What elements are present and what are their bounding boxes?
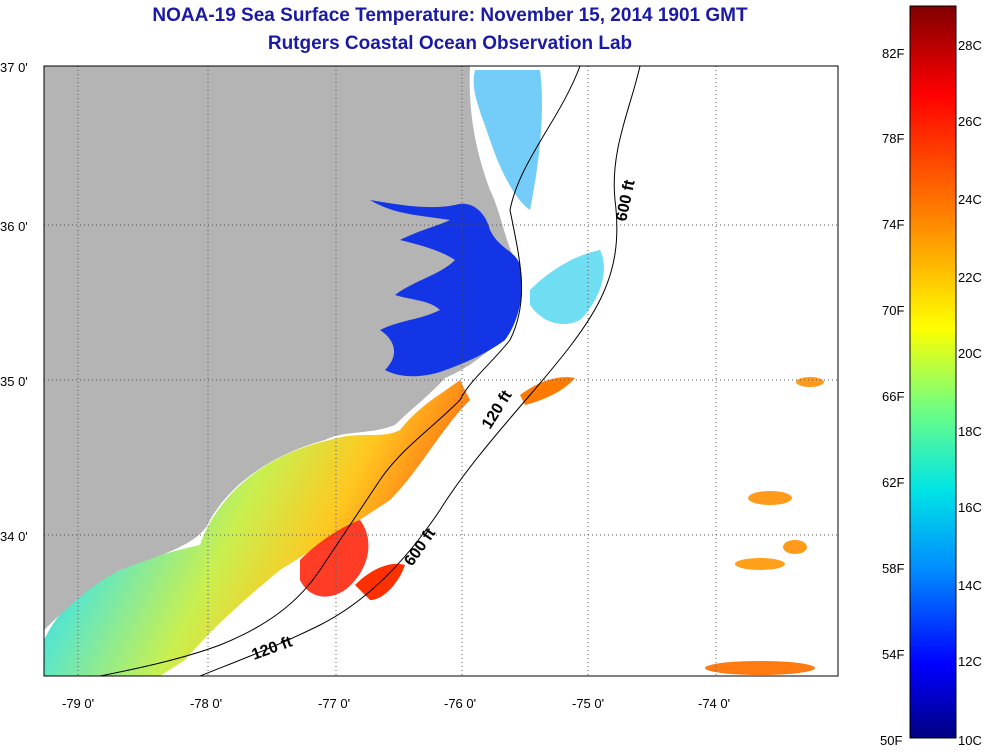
offshore-patch — [783, 540, 807, 554]
lon-tick-label: -78 0' — [190, 696, 222, 711]
lon-tick-label: -77 0' — [318, 696, 350, 711]
colorbar-f-label: 50F — [880, 733, 902, 748]
lat-tick-label: 34 0' — [0, 529, 28, 544]
lon-ticks: -79 0' -78 0' -77 0' -76 0' -75 0' -74 0… — [62, 696, 730, 711]
colorbar-celsius: 28C 26C 24C 22C 20C 18C 16C 14C 12C 10C — [958, 38, 982, 748]
lat-tick-label: 37 0' — [0, 60, 28, 75]
colorbar-f-label: 74F — [882, 217, 904, 232]
outer-banks-cool-water — [530, 250, 604, 325]
warm-patch-hatteras — [520, 377, 575, 405]
colorbar-f-label: 54F — [882, 647, 904, 662]
lat-ticks: 37 0' 36 0' 35 0' 34 0' — [0, 60, 28, 544]
lon-tick-label: -75 0' — [572, 696, 604, 711]
colorbar-c-label: 10C — [958, 733, 982, 748]
map-title: NOAA-19 Sea Surface Temperature: Novembe… — [152, 5, 748, 26]
contour-120ft-line — [99, 66, 581, 676]
coastal-sst-band — [44, 380, 470, 676]
colorbar-c-label: 18C — [958, 424, 982, 439]
colorbar-f-label: 66F — [882, 389, 904, 404]
offshore-patch — [796, 377, 824, 387]
lon-tick-label: -79 0' — [62, 696, 94, 711]
colorbar-f-label: 70F — [882, 303, 904, 318]
offshore-patch — [705, 661, 815, 675]
colorbar-f-label: 82F — [882, 46, 904, 61]
lat-tick-label: 36 0' — [0, 219, 28, 234]
colorbar-c-label: 24C — [958, 192, 982, 207]
northern-cool-water — [473, 70, 542, 210]
lon-tick-label: -74 0' — [698, 696, 730, 711]
graticule — [44, 66, 838, 676]
colorbar — [909, 5, 957, 739]
lat-tick-label: 35 0' — [0, 374, 28, 389]
colorbar-f-label: 78F — [882, 131, 904, 146]
colorbar-c-label: 28C — [958, 38, 982, 53]
map-subtitle: Rutgers Coastal Ocean Observation Lab — [267, 33, 633, 54]
offshore-patch — [748, 491, 792, 505]
colorbar-c-label: 16C — [958, 500, 982, 515]
offshore-patch — [735, 558, 785, 570]
colorbar-c-label: 26C — [958, 114, 982, 129]
colorbar-c-label: 12C — [958, 654, 982, 669]
warm-patch — [300, 520, 369, 597]
colorbar-f-label: 58F — [882, 561, 904, 576]
colorbar-fahrenheit: 82F 78F 74F 70F 66F 62F 58F 54F 50F — [880, 46, 904, 748]
colorbar-c-label: 14C — [958, 578, 982, 593]
lon-tick-label: -76 0' — [444, 696, 476, 711]
colorbar-f-label: 62F — [882, 475, 904, 490]
contour-600ft-line — [199, 66, 641, 676]
colorbar-c-label: 20C — [958, 346, 982, 361]
sound-water — [370, 200, 522, 377]
map-frame — [43, 65, 839, 677]
colorbar-c-label: 22C — [958, 270, 982, 285]
